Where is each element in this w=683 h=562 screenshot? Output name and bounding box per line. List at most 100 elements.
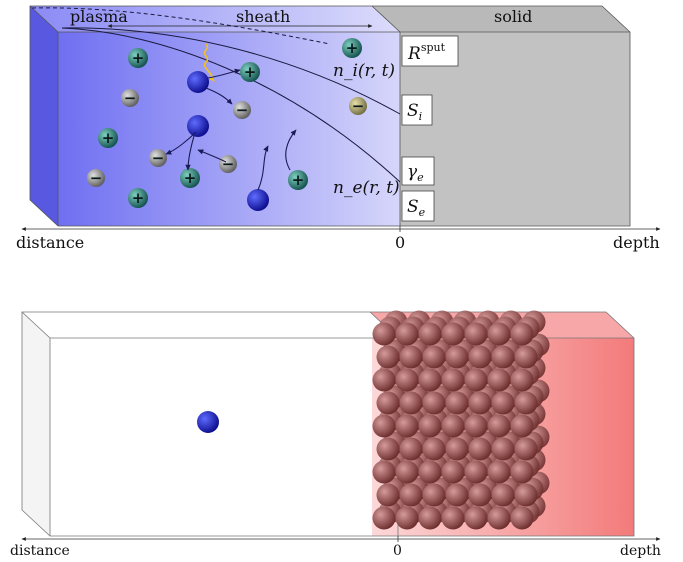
lattice-atom xyxy=(491,483,515,507)
ion-density-curve xyxy=(61,27,401,115)
ion-particle xyxy=(98,128,118,148)
electron-particle xyxy=(187,71,209,93)
lattice-atom xyxy=(395,460,419,484)
lattice-atom xyxy=(514,345,538,369)
lattice-atom xyxy=(422,345,446,369)
plus-sign-icon: + xyxy=(132,189,145,207)
gamma-e-box: γe xyxy=(401,156,435,186)
top-axis-depth-label: depth xyxy=(613,233,660,252)
projectile-particle xyxy=(197,411,219,433)
lattice-atom xyxy=(441,414,465,438)
plus-sign-icon: + xyxy=(184,169,197,187)
vacuum-left-face xyxy=(22,312,50,536)
plasma-label: plasma xyxy=(70,7,128,26)
bottom-diagram: distance 0 depth xyxy=(10,310,661,559)
lattice-atom xyxy=(395,506,419,530)
neutral-particle xyxy=(87,169,105,187)
photon-icon xyxy=(203,43,213,77)
lattice-atom xyxy=(445,437,469,461)
neutral-particle xyxy=(233,101,251,119)
lattice-atom xyxy=(445,483,469,507)
ion-particle xyxy=(180,168,200,188)
plus-sign-icon: + xyxy=(244,63,257,81)
lattice-atom xyxy=(491,345,515,369)
neutral-particle xyxy=(349,97,367,115)
lattice-atom xyxy=(514,437,538,461)
atom-lattice xyxy=(372,310,550,530)
lattice-atom xyxy=(464,460,488,484)
lattice-atom xyxy=(372,414,396,438)
lattice-atom xyxy=(464,506,488,530)
ion-density-label: n_i(r, t) xyxy=(333,61,395,81)
lattice-atom xyxy=(487,368,511,392)
plasma-particles: + + + + + + + − − − − − − xyxy=(87,38,367,211)
neutral-particle xyxy=(121,89,139,107)
electron-particle xyxy=(187,115,209,137)
bottom-axis-zero-label: 0 xyxy=(393,543,402,559)
plus-sign-icon: + xyxy=(346,39,359,57)
ion-particle xyxy=(288,170,308,190)
lattice-atom xyxy=(441,368,465,392)
minus-sign-icon: − xyxy=(352,97,365,115)
minus-sign-icon: − xyxy=(124,89,137,107)
ion-particle xyxy=(128,48,148,68)
particle-motion-arrows xyxy=(165,68,297,191)
upper-dashed-curve xyxy=(31,7,331,45)
lattice-atom xyxy=(487,322,511,346)
ion-particle xyxy=(240,62,260,82)
lattice-atom xyxy=(441,506,465,530)
lattice-atom xyxy=(464,368,488,392)
lattice-atom xyxy=(399,437,423,461)
plus-sign-icon: + xyxy=(132,49,145,67)
lattice-atom xyxy=(376,391,400,415)
bottom-axis-depth-label: depth xyxy=(620,543,661,559)
bottom-axis-distance-label: distance xyxy=(10,543,70,559)
lattice-atom xyxy=(491,391,515,415)
lattice-atom xyxy=(445,345,469,369)
lattice-atom xyxy=(422,437,446,461)
solid-top-face xyxy=(372,6,630,32)
lattice-atom xyxy=(418,368,442,392)
lattice-atom xyxy=(468,391,492,415)
vacuum-top-face xyxy=(22,312,398,338)
lattice-atom xyxy=(514,483,538,507)
electron-particle xyxy=(247,189,269,211)
lattice-atom xyxy=(514,391,538,415)
lattice-atom xyxy=(510,414,534,438)
lattice-atom xyxy=(422,391,446,415)
lattice-atom xyxy=(487,460,511,484)
lattice-atom xyxy=(418,460,442,484)
lattice-atom xyxy=(418,506,442,530)
s-i-box: Si xyxy=(401,94,433,126)
lattice-atom xyxy=(372,322,396,346)
electron-density-label: n_e(r, t) xyxy=(333,178,400,198)
lattice-atom xyxy=(441,460,465,484)
s-e-box: Se xyxy=(401,190,435,222)
lattice-atom xyxy=(441,322,465,346)
neutral-particle xyxy=(149,149,167,167)
lattice-atom xyxy=(418,322,442,346)
lattice-atom xyxy=(464,322,488,346)
lattice-atom xyxy=(372,506,396,530)
minus-sign-icon: − xyxy=(236,101,249,119)
lattice-atom xyxy=(399,483,423,507)
lattice-atom xyxy=(468,345,492,369)
photon-arrowhead xyxy=(209,75,215,82)
sheath-label: sheath xyxy=(236,7,290,26)
svg-text:Rsput: Rsput xyxy=(407,41,446,64)
lattice-atom xyxy=(395,322,419,346)
lattice-atom xyxy=(418,414,442,438)
ion-particle xyxy=(128,188,148,208)
lattice-atom xyxy=(422,483,446,507)
lattice-atom xyxy=(510,506,534,530)
top-diagram: plasma sheath solid n_i(r, t) n_e(r, t) … xyxy=(16,5,661,252)
lattice-atom xyxy=(445,391,469,415)
box-edges xyxy=(29,5,631,227)
lattice-atom xyxy=(510,368,534,392)
plasma-left-face xyxy=(30,6,58,226)
top-axis-distance-label: distance xyxy=(16,233,84,252)
r-sput-box: Rsput xyxy=(401,35,459,67)
lattice-atom xyxy=(395,368,419,392)
lattice-atom xyxy=(399,345,423,369)
